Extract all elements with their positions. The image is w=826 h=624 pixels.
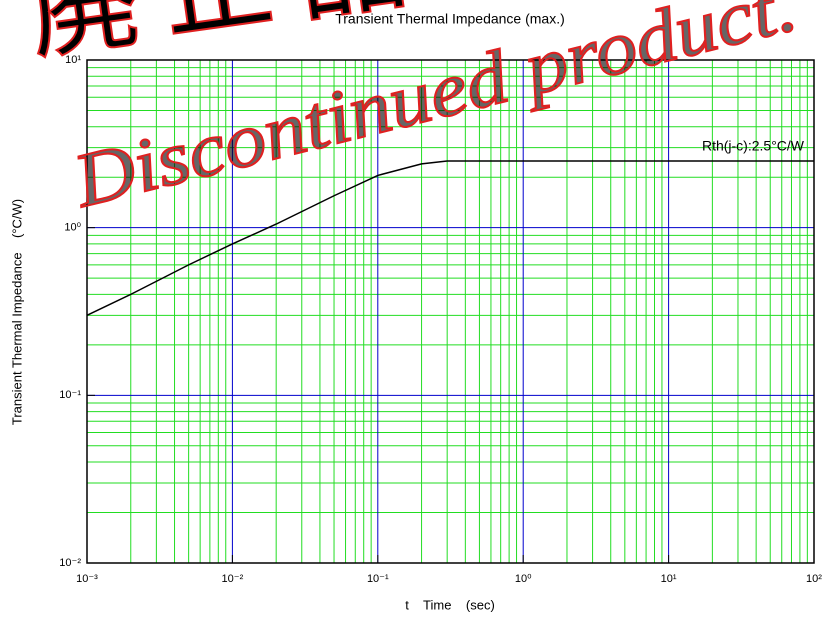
- annotation: Rth(j-c):2.5°C/W: [702, 138, 805, 154]
- y-tick-label: 10⁻²: [59, 557, 81, 569]
- y-tick-label: 10¹: [65, 54, 81, 66]
- y-tick-label: 10⁰: [64, 222, 81, 234]
- x-tick-label: 10⁻²: [222, 573, 244, 585]
- y-axis-label: Transient Thermal Impedance (°C/W): [9, 199, 24, 425]
- x-tick-label: 10⁻¹: [367, 573, 389, 585]
- x-tick-label: 10¹: [661, 573, 677, 585]
- x-tick-label: 10²: [806, 573, 822, 585]
- x-tick-label: 10⁻³: [76, 573, 98, 585]
- data-line: [86, 160, 814, 317]
- plot-frame: [86, 59, 815, 564]
- x-tick-label: 10⁰: [515, 573, 532, 585]
- x-axis-label: t Time (sec): [405, 597, 495, 612]
- y-tick-label: 10⁻¹: [59, 389, 81, 401]
- chart-title: Transient Thermal Impedance (max.): [335, 11, 565, 27]
